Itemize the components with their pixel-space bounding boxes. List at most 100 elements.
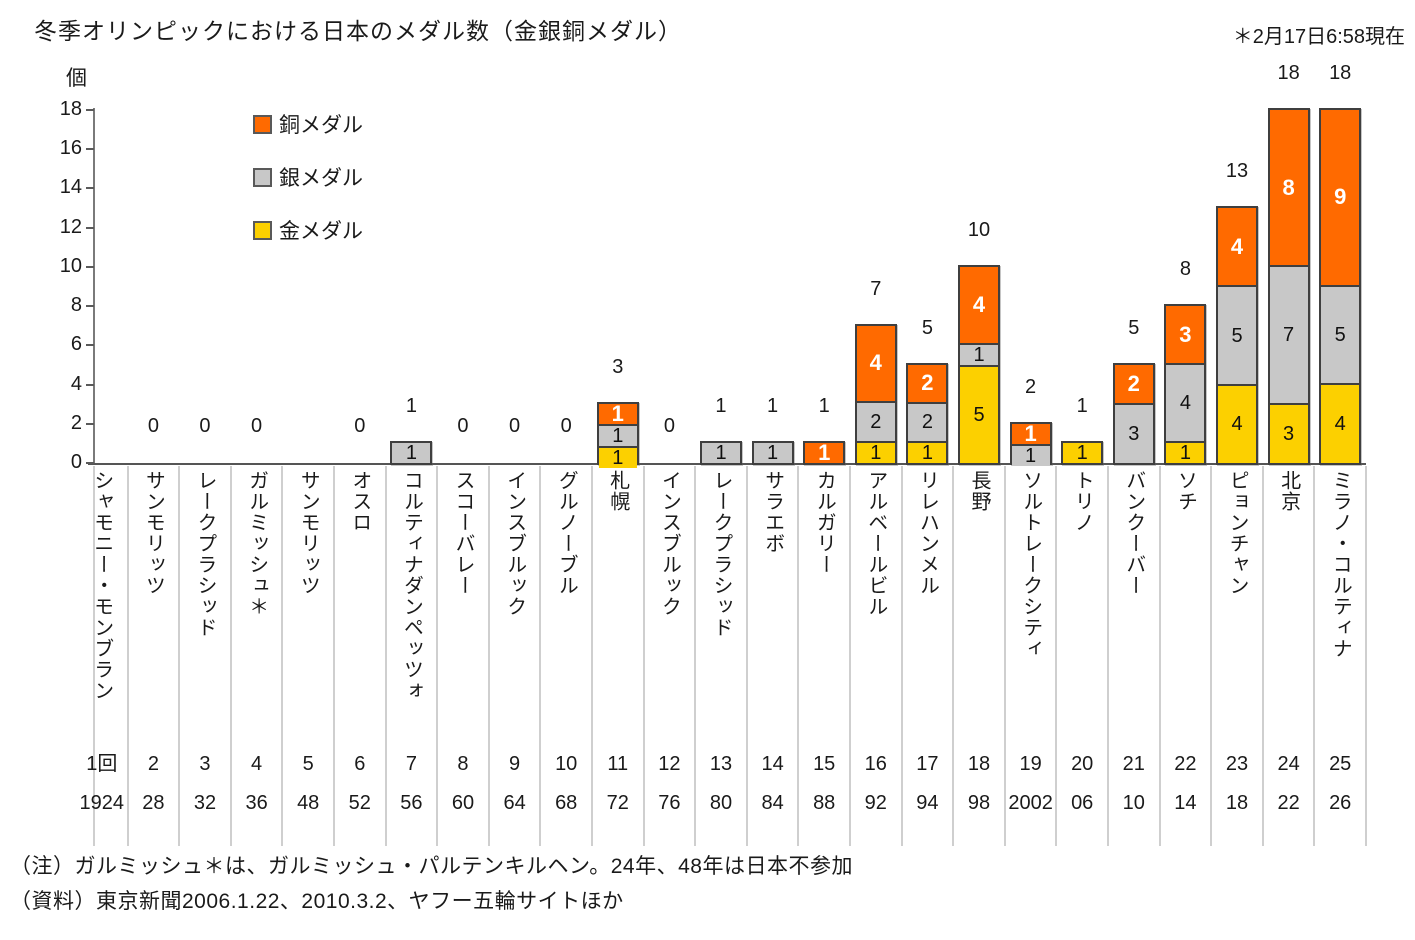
segment-value-label: 1 [715, 442, 727, 465]
bar-segment-gold: 4 [1321, 383, 1360, 463]
column-separator [1003, 466, 1006, 846]
segment-value-label: 4 [972, 292, 986, 318]
x-axis-edition-label: 1回 [86, 753, 118, 775]
x-axis-edition-label: 11 [607, 753, 629, 775]
y-axis-tick-mark [86, 148, 94, 151]
legend-swatch-icon [253, 220, 272, 240]
x-axis-edition-label: 4 [251, 753, 263, 775]
x-axis-city-label: サンモリッツ [297, 470, 320, 596]
y-axis-unit-label: 個 [66, 67, 87, 90]
bar-total-label: 0 [509, 415, 521, 437]
x-axis-edition-label: 5 [302, 753, 314, 775]
column-separator [797, 466, 800, 846]
x-axis-edition-label: 6 [354, 753, 366, 775]
segment-value-label: 3 [1128, 423, 1140, 446]
x-axis-edition-label: 24 [1277, 753, 1300, 775]
column-separator [436, 466, 439, 846]
bar-segment-gold: 1 [1063, 442, 1102, 465]
column-separator [487, 466, 490, 846]
y-axis-tick-mark [86, 462, 94, 464]
bar-segment-silver: 7 [1269, 265, 1308, 403]
column-separator [1055, 466, 1058, 846]
x-axis-year-label: 22 [1277, 792, 1300, 814]
bar-segment-silver: 1 [598, 424, 637, 448]
bar-total-label: 1 [1076, 395, 1088, 418]
bar-segment-bronze: 4 [856, 325, 895, 402]
bar-segment-bronze: 2 [908, 364, 947, 402]
bar-total-label: 18 [1329, 62, 1352, 84]
segment-value-label: 9 [1334, 184, 1347, 210]
segment-value-label: 1 [921, 442, 933, 464]
y-axis-tick-mark [86, 344, 94, 347]
segment-value-label: 3 [1283, 422, 1295, 445]
footnote-note: （注）ガルミッシュ＊は、ガルミッシュ・パルテンキルヘン。24年、48年は日本不参… [10, 855, 853, 878]
x-axis-city-label: 札幌 [606, 470, 629, 512]
x-axis-year-label: 48 [297, 792, 320, 814]
segment-value-label: 1 [611, 401, 624, 427]
x-axis-year-label: 72 [606, 792, 629, 814]
x-axis-city-label: バンクーバー [1122, 470, 1145, 596]
x-axis-city-label: コルティナダンペッツォ [400, 470, 423, 701]
segment-value-label: 5 [973, 404, 985, 427]
segment-value-label: 1 [612, 425, 624, 448]
column-separator [229, 466, 232, 846]
x-axis-year-label: 68 [555, 792, 578, 814]
segment-value-label: 1 [767, 442, 779, 465]
x-axis-year-label: 52 [348, 792, 371, 814]
x-axis-year-label: 94 [916, 792, 939, 814]
x-axis-edition-label: 15 [813, 753, 836, 775]
y-axis-tick-mark [86, 422, 94, 425]
y-axis-tick-mark [86, 383, 94, 386]
x-axis-city-label: シャモニー・モンブラン [90, 470, 113, 701]
x-axis-city-label: ピョンチャン [1226, 470, 1248, 596]
bar-total-label: 10 [967, 218, 991, 241]
bar-total-label: 0 [560, 415, 572, 437]
bar-segment-bronze: 1 [805, 442, 844, 464]
segment-value-label: 1 [1076, 442, 1088, 465]
x-axis-city-label: 北京 [1277, 470, 1300, 512]
segment-value-label: 4 [869, 350, 882, 376]
segment-value-label: 3 [1179, 321, 1192, 347]
column-separator [1210, 466, 1213, 846]
segment-value-label: 1 [405, 442, 417, 465]
x-axis-city-label: レークプラシッド [710, 470, 732, 638]
x-axis-year-label: 92 [864, 792, 887, 814]
bar-total-label: 0 [199, 415, 211, 437]
bar-total-label: 7 [870, 277, 882, 300]
bar-segment-gold: 1 [1166, 440, 1205, 464]
y-axis-tick-label: 14 [59, 176, 82, 199]
footnote-source: （資料）東京新聞2006.1.22、2010.3.2、ヤフー五輪サイトほか [10, 890, 624, 913]
bar-segment-bronze: 8 [1269, 110, 1308, 266]
bar-total-label: 1 [767, 395, 779, 418]
stacked-bar: 1 [1061, 441, 1104, 465]
y-axis-tick-label: 18 [59, 98, 82, 120]
stacked-bar: 8 7 3 [1267, 108, 1310, 465]
x-axis-city-label: リレハンメル [916, 470, 939, 596]
x-axis-year-label: 88 [813, 792, 836, 814]
stacked-bar: 4 2 1 [854, 323, 897, 465]
column-separator [1158, 466, 1161, 846]
x-axis-year-label: 60 [451, 792, 475, 814]
legend-item: 銅メダル [253, 112, 363, 137]
bar-total-label: 0 [147, 415, 159, 437]
x-axis-edition-label: 13 [709, 753, 733, 775]
y-axis-tick-label: 16 [59, 137, 82, 160]
x-axis-year-label: 76 [658, 792, 681, 814]
legend-label: 金メダル [279, 220, 363, 243]
bar-total-label: 3 [612, 356, 624, 379]
legend-label: 銅メダル [279, 114, 363, 137]
x-axis-edition-label: 23 [1225, 753, 1249, 775]
bar-segment-gold: 5 [960, 365, 998, 463]
bar-segment-gold: 1 [598, 446, 637, 469]
stacked-bar: 3 4 1 [1164, 304, 1207, 465]
x-axis-year-label: 84 [761, 792, 784, 814]
bar-total-label: 1 [818, 395, 830, 418]
x-axis-edition-label: 25 [1329, 753, 1352, 775]
segment-value-label: 2 [1127, 371, 1140, 397]
segment-value-label: 1 [1179, 441, 1191, 464]
bar-total-label: 0 [251, 415, 263, 437]
bar-segment-silver: 1 [753, 442, 792, 465]
x-axis-year-label: 32 [193, 792, 217, 814]
stacked-bar: 9 5 4 [1319, 108, 1362, 465]
bar-segment-gold: 3 [1269, 402, 1308, 463]
